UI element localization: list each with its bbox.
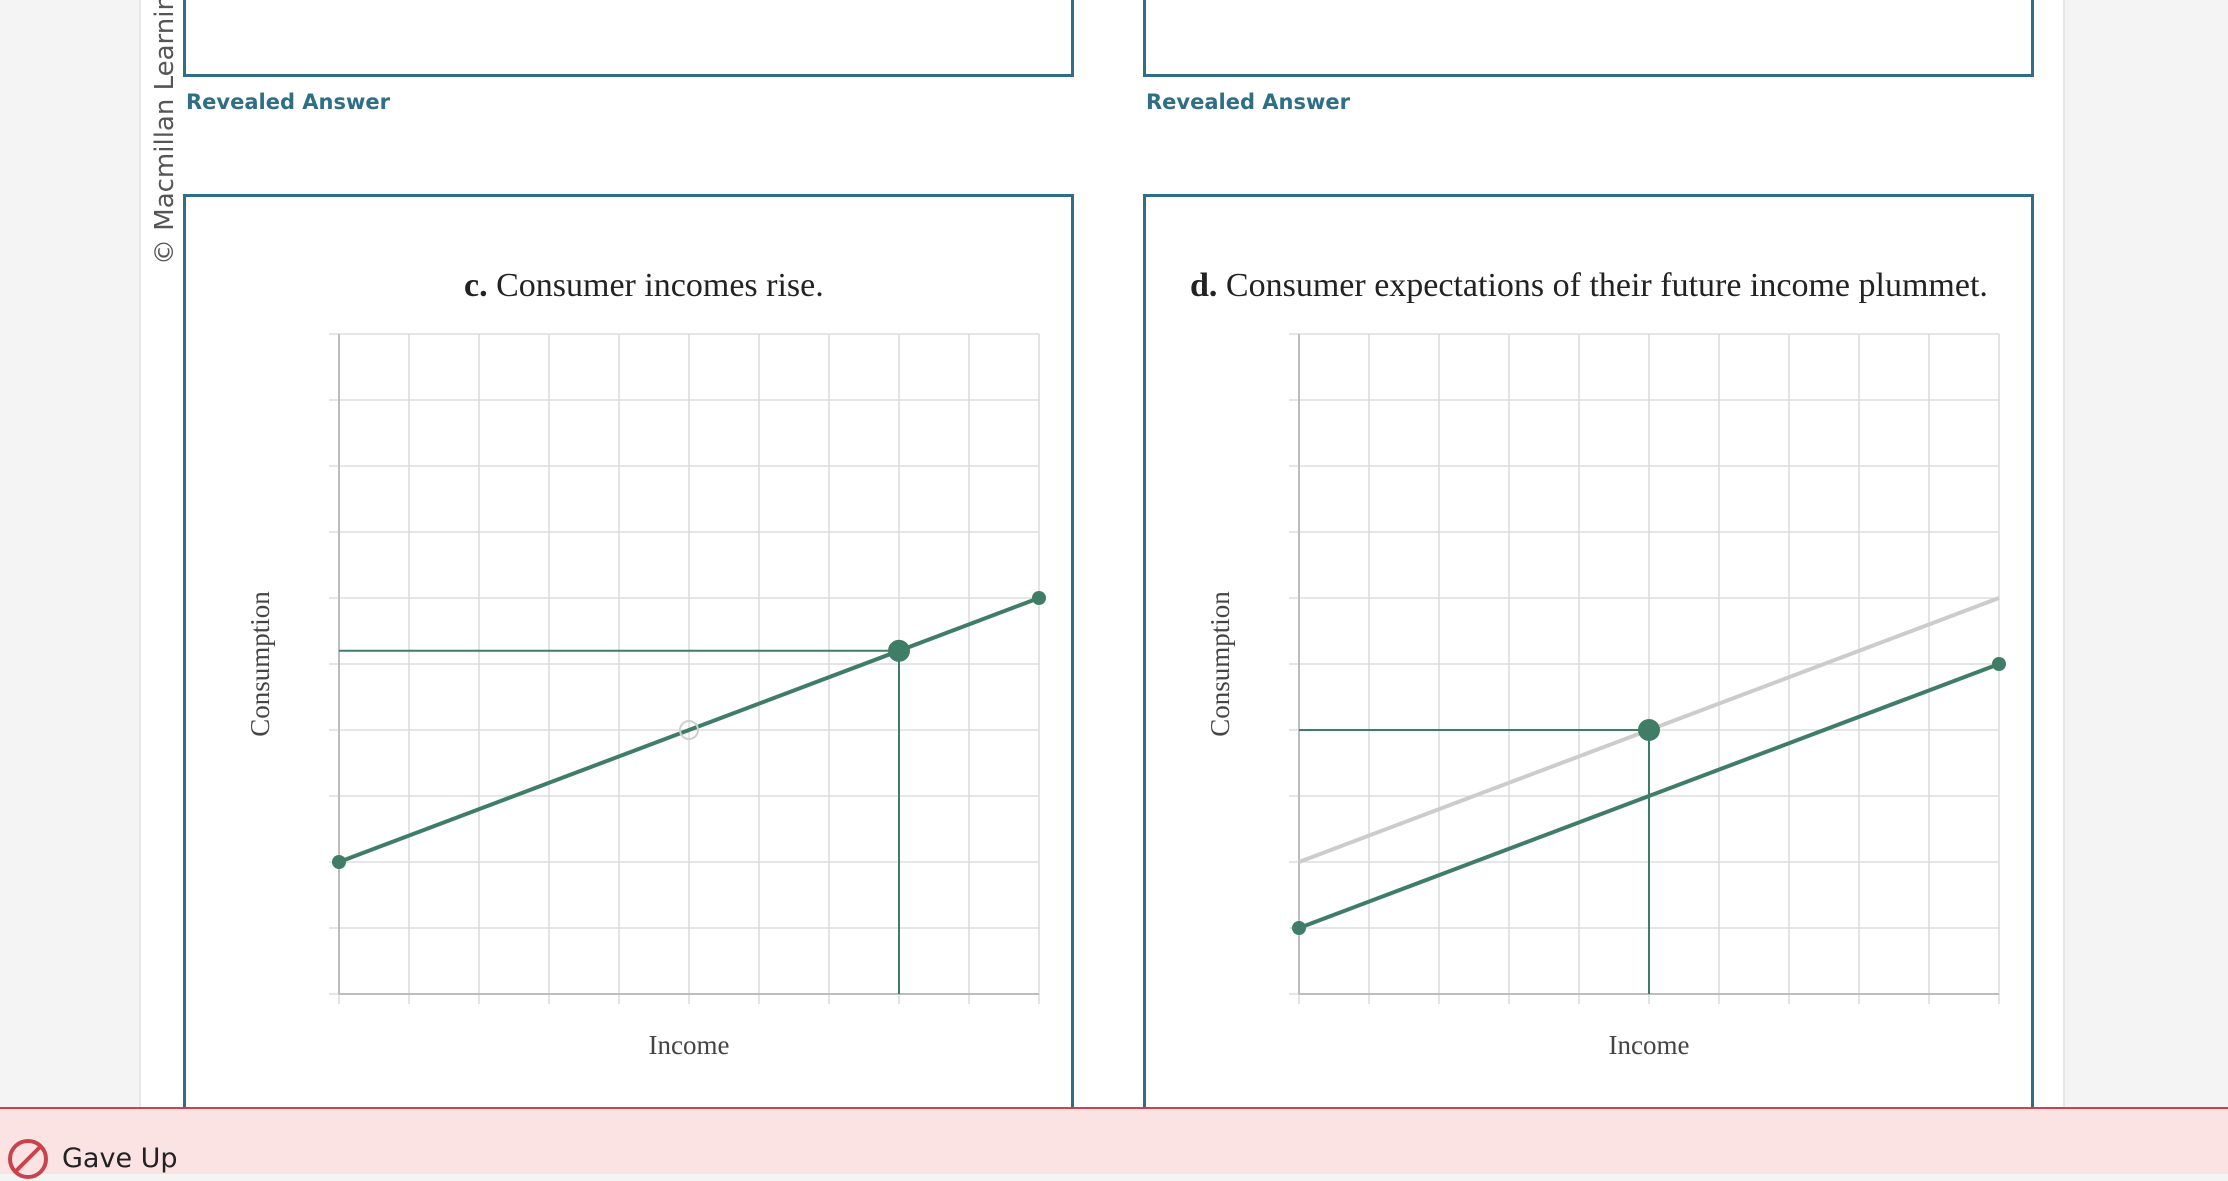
revealed-answer-label-a: Revealed Answer xyxy=(186,90,391,114)
graph-title-text-c: Consumer incomes rise. xyxy=(496,267,824,304)
line-endpoint xyxy=(1032,591,1046,605)
y-axis-label: Consumption xyxy=(245,591,275,737)
chart-c[interactable]: Income Consumption xyxy=(186,197,1071,1117)
graph-letter-d: d. xyxy=(1190,267,1218,304)
status-footer: Gave Up xyxy=(0,1107,2228,1179)
panel-b-partial xyxy=(1143,0,2034,77)
x-axis-label: Income xyxy=(649,1030,730,1060)
graph-letter-c: c. xyxy=(464,267,488,304)
prohibited-icon xyxy=(8,1139,48,1179)
ghost-point xyxy=(679,720,699,740)
panel-c: c. Consumer incomes rise. Income Consumpt… xyxy=(183,194,1074,1124)
line-endpoint xyxy=(1992,657,2006,671)
panel-a-partial xyxy=(183,0,1074,77)
graph-title-d: d. Consumer expectations of their future… xyxy=(1190,267,1988,305)
copyright-text: © Macmillan Learning xyxy=(150,0,180,265)
graph-title-c: c. Consumer incomes rise. xyxy=(464,267,824,305)
consumption-line xyxy=(338,596,1040,864)
panel-d: d. Consumer expectations of their future… xyxy=(1143,194,2034,1124)
marked-point xyxy=(1638,719,1660,741)
y-axis-label: Consumption xyxy=(1205,591,1235,737)
graph-title-text-d: Consumer expectations of their future in… xyxy=(1225,267,1988,304)
revealed-answer-label-b: Revealed Answer xyxy=(1146,90,1351,114)
x-axis-label: Income xyxy=(1609,1030,1690,1060)
status-text: Gave Up xyxy=(62,1143,178,1174)
consumption-line xyxy=(1298,662,2000,930)
line-endpoint xyxy=(332,855,346,869)
line-endpoint xyxy=(1292,921,1306,935)
chart-d[interactable]: Income Consumption xyxy=(1146,197,2031,1117)
marked-point xyxy=(888,639,910,662)
